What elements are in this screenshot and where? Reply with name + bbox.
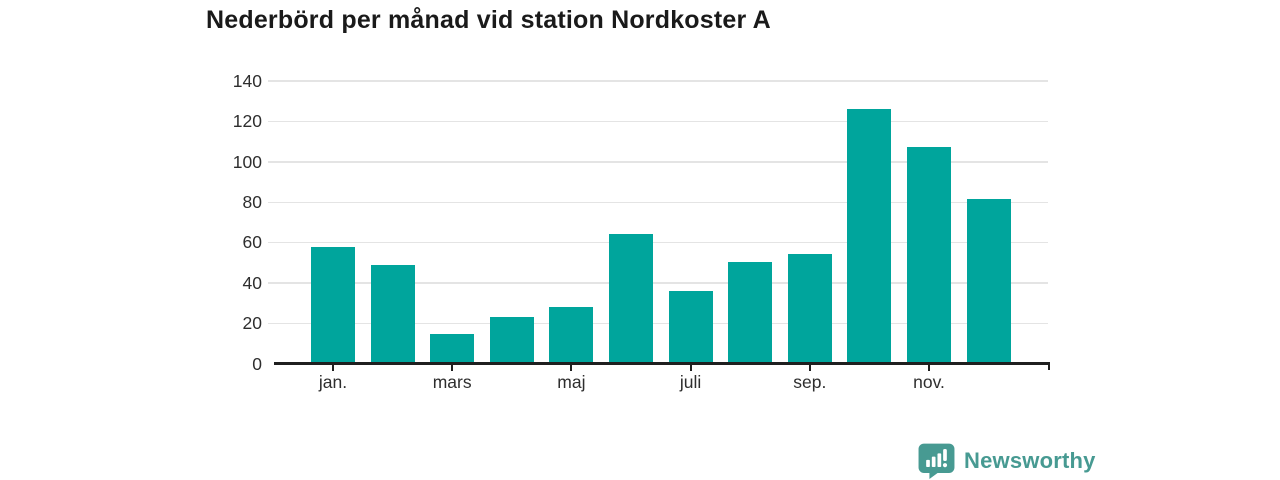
x-tick-nov. [928,364,930,371]
x-axis-tick-label: nov. [913,372,945,392]
bar-aug. [728,261,773,364]
bar-maj [549,306,594,364]
x-tick-jan. [332,364,334,371]
gridline-y-40 [268,282,1048,284]
bar-juli [668,290,713,364]
x-axis-tick-label: sep. [793,372,827,392]
x-axis-endcap-right [1048,362,1050,371]
bar-juni [609,234,653,364]
bar-mars [430,334,475,364]
bar-dec. [966,198,1011,364]
x-tick-juli [689,364,692,371]
bar-sep. [787,254,832,364]
gridline-y-120 [268,120,1048,123]
gridline-y-80 [268,201,1048,203]
x-axis-tick-label: maj [557,372,586,392]
y-axis-tick-label: 60 [242,232,262,253]
y-axis-tick-label: 80 [242,192,262,212]
y-axis-tick-label: 140 [232,70,262,91]
bar-nov. [907,146,951,364]
bar-feb. [370,264,415,364]
x-axis-tick-label: jan. [318,372,348,392]
gridline-y-20 [268,322,1048,325]
y-axis-tick-label: 40 [242,272,262,293]
y-axis-tick-label: 120 [232,111,262,132]
x-tick-maj [570,364,573,371]
chart-title: Nederbörd per månad vid station Nordkost… [206,6,771,34]
bar-apr. [489,317,534,364]
bar-jan. [311,247,355,364]
x-tick-sep. [808,364,811,371]
gridline-y-140 [268,80,1048,82]
x-axis-tick-label: mars [432,372,472,392]
brand-logo: Newsworthy [918,443,1096,479]
y-axis-tick-label: 20 [242,313,262,334]
x-axis-tick-label: juli [679,372,702,392]
x-tick-mars [451,364,454,371]
gridline-y-100 [268,161,1048,163]
x-axis-line [274,362,1050,365]
gridline-y-60 [268,241,1048,244]
y-axis-tick-label: 0 [252,353,262,374]
newsworthy-badge-bar-chart-icon [918,443,955,479]
y-axis-tick-label: 100 [232,151,262,172]
bar-okt. [847,109,892,364]
brand-name: Newsworthy [964,448,1096,473]
